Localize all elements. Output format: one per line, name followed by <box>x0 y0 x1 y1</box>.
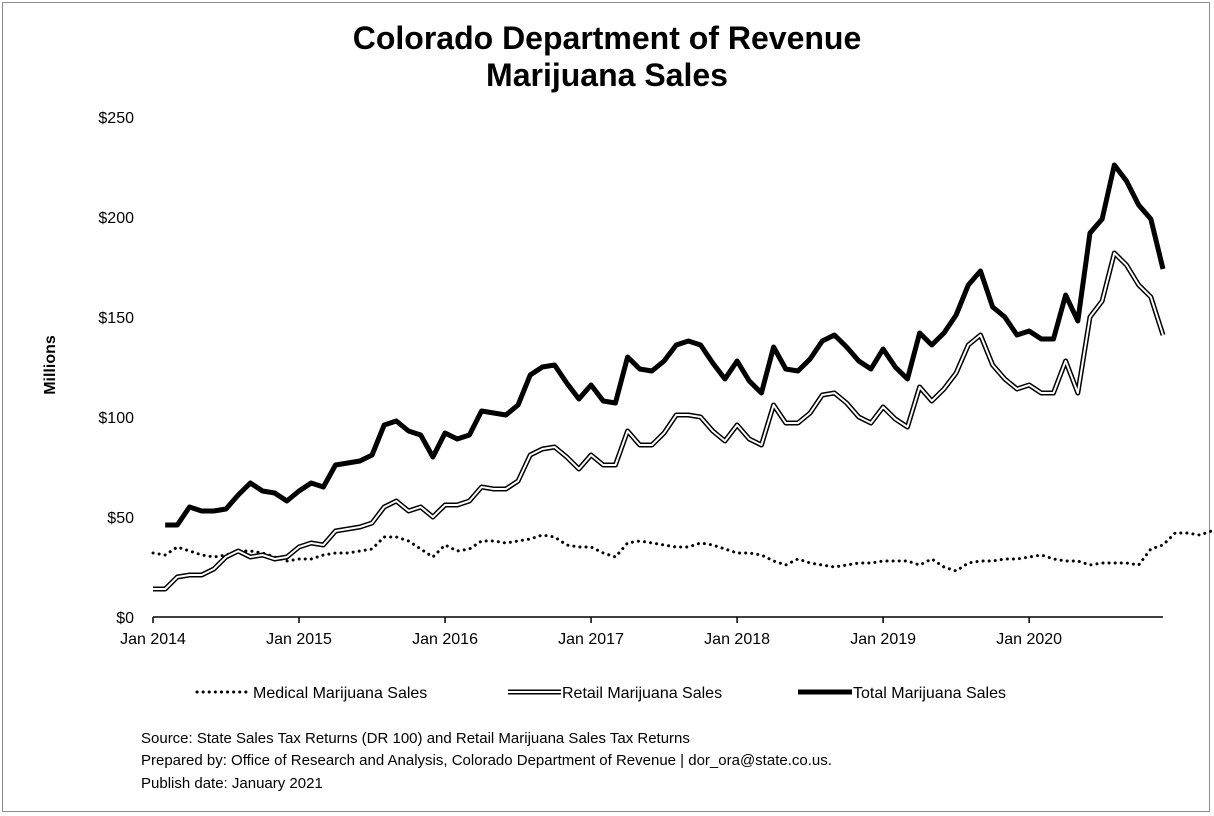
chart-title: Colorado Department of Revenue <box>352 20 862 56</box>
legend-medical-label: Medical Marijuana Sales <box>253 685 427 702</box>
x-tick-label: Jan 2016 <box>412 631 478 648</box>
source-note: Source: State Sales Tax Returns (DR 100)… <box>141 730 690 747</box>
x-tick-label: Jan 2017 <box>558 631 624 648</box>
legend-retail-label: Retail Marijuana Sales <box>562 685 722 702</box>
series-retail-line-outer <box>153 250 1166 592</box>
y-tick-label: $200 <box>98 210 134 227</box>
x-tick-label: Jan 2019 <box>850 631 916 648</box>
x-tick-label: Jan 2015 <box>266 631 332 648</box>
y-tick-label: $50 <box>107 510 134 527</box>
series-retail-line-inner <box>153 252 1164 590</box>
x-tick-label: Jan 2014 <box>120 631 186 648</box>
publish-date-note: Publish date: January 2021 <box>141 775 323 792</box>
y-tick-label: $150 <box>98 310 134 327</box>
legend-total-label: Total Marijuana Sales <box>853 685 1006 702</box>
y-tick-label: $0 <box>116 610 134 627</box>
x-tick-label: Jan 2020 <box>996 631 1062 648</box>
chart-subtitle: Marijuana Sales <box>486 57 728 93</box>
x-tick-label: Jan 2018 <box>704 631 770 648</box>
prepared-by-note: Prepared by: Office of Research and Anal… <box>141 752 832 769</box>
series-total-line <box>165 162 1166 528</box>
y-tick-label: $250 <box>98 110 134 127</box>
series-medical-line <box>151 529 1214 573</box>
y-tick-label: $100 <box>98 410 134 427</box>
